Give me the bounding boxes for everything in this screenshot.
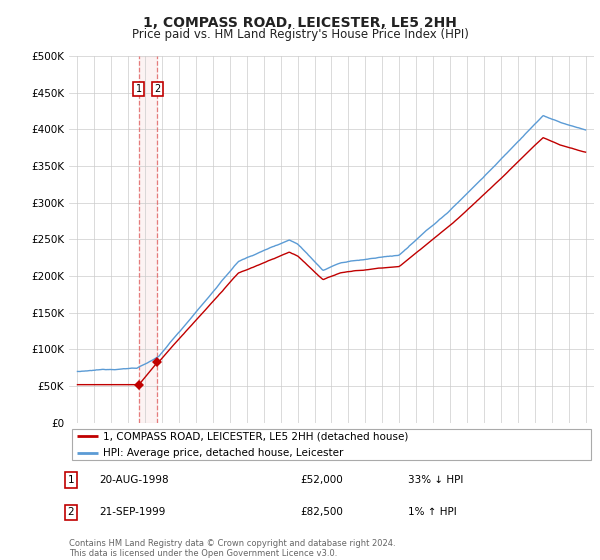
Text: 20-AUG-1998: 20-AUG-1998	[99, 475, 169, 485]
Text: 1: 1	[67, 475, 74, 485]
Text: Contains HM Land Registry data © Crown copyright and database right 2024.
This d: Contains HM Land Registry data © Crown c…	[69, 539, 395, 558]
Text: HPI: Average price, detached house, Leicester: HPI: Average price, detached house, Leic…	[103, 448, 343, 458]
Text: £52,000: £52,000	[300, 475, 343, 485]
Text: 2: 2	[67, 507, 74, 517]
Text: 33% ↓ HPI: 33% ↓ HPI	[408, 475, 463, 485]
Text: £82,500: £82,500	[300, 507, 343, 517]
Text: 21-SEP-1999: 21-SEP-1999	[99, 507, 166, 517]
Text: 1, COMPASS ROAD, LEICESTER, LE5 2HH (detached house): 1, COMPASS ROAD, LEICESTER, LE5 2HH (det…	[103, 431, 409, 441]
Text: 2: 2	[154, 84, 161, 94]
Text: 1: 1	[136, 84, 142, 94]
Bar	[139, 56, 157, 423]
Text: 1, COMPASS ROAD, LEICESTER, LE5 2HH: 1, COMPASS ROAD, LEICESTER, LE5 2HH	[143, 16, 457, 30]
Text: Price paid vs. HM Land Registry's House Price Index (HPI): Price paid vs. HM Land Registry's House …	[131, 28, 469, 41]
FancyBboxPatch shape	[71, 429, 592, 460]
Text: 1% ↑ HPI: 1% ↑ HPI	[408, 507, 457, 517]
